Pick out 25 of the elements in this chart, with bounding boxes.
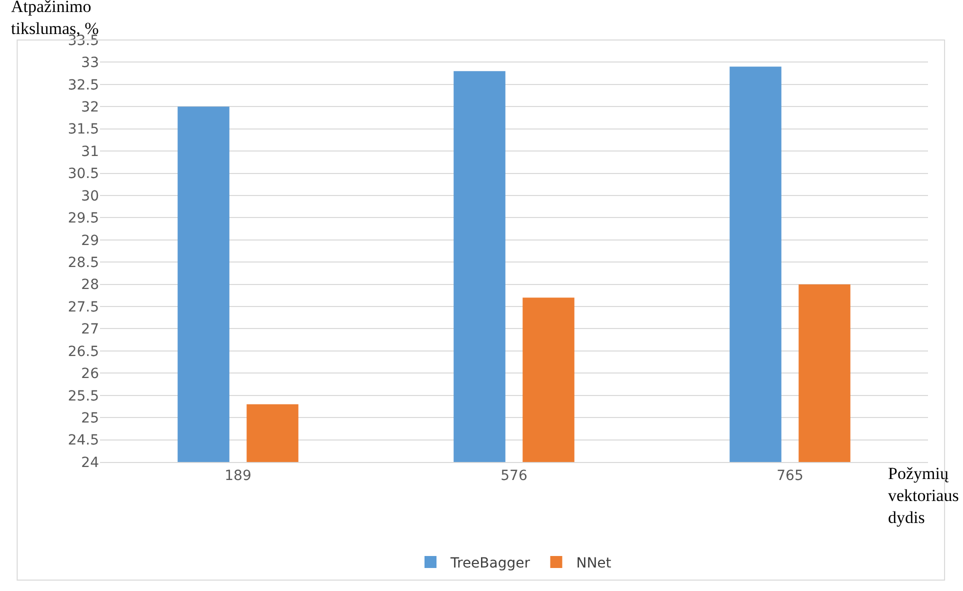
x-tick-label: 189 xyxy=(224,468,252,484)
y-tick-label: 24.5 xyxy=(68,432,99,449)
y-tick-label: 30 xyxy=(81,188,99,204)
y-tick-label: 25.5 xyxy=(68,388,99,404)
x-tick-label: 765 xyxy=(776,468,804,484)
y-tick-label: 29.5 xyxy=(68,210,99,227)
y-tick-label: 32 xyxy=(81,100,99,116)
y-tick-label: 33 xyxy=(81,55,99,72)
x-axis-title: Požymių vektoriaus dydis xyxy=(888,464,959,528)
y-tick-label: 25 xyxy=(81,410,99,426)
y-tick-label: 32.5 xyxy=(68,77,99,94)
legend-label: NNet xyxy=(576,555,612,572)
y-tick-label: 29 xyxy=(81,232,99,249)
y-tick-label: 31.5 xyxy=(68,122,99,138)
x-tick-label: 576 xyxy=(500,468,528,484)
y-tick-label: 28 xyxy=(81,277,99,294)
y-tick-label: 26 xyxy=(81,366,100,382)
y-tick-label: 27 xyxy=(81,322,99,338)
y-tick-label: 28.5 xyxy=(68,255,99,272)
y-tick-label: 27.5 xyxy=(68,299,99,316)
y-tick-label: 31 xyxy=(81,144,99,160)
y-tick-label: 24 xyxy=(81,454,100,471)
y-tick-label: 30.5 xyxy=(68,166,99,182)
y-tick-label: 26.5 xyxy=(68,344,99,360)
legend-label: TreeBagger xyxy=(450,555,530,572)
